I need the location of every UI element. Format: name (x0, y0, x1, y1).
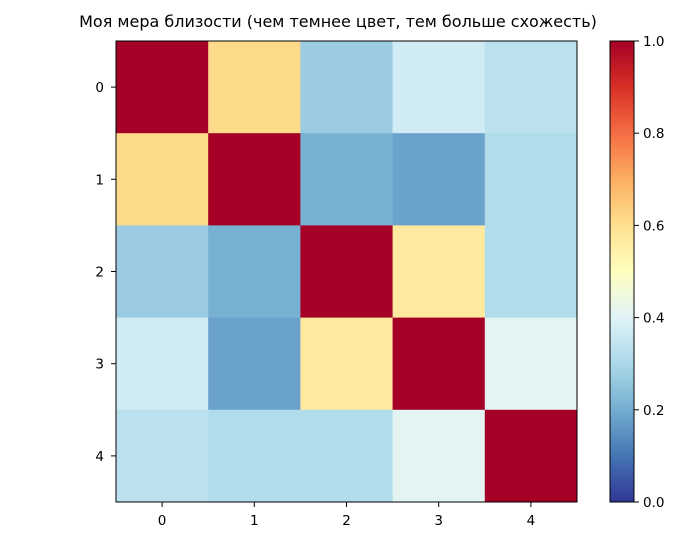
colorbar-tick-label: 1.0 (643, 34, 664, 50)
heatmap-cell (484, 409, 578, 503)
heatmap-cell (392, 133, 486, 226)
heatmap-cell (208, 409, 301, 503)
heatmap-cell (484, 317, 578, 411)
colorbar-gradient (609, 40, 635, 503)
heatmap-cell (484, 133, 578, 226)
heatmap-cell (300, 225, 394, 319)
heatmap-cell (208, 317, 301, 411)
y-axis: 0 1 2 3 4 (95, 80, 116, 465)
heatmap-cell (300, 41, 394, 134)
heatmap-cell (208, 225, 301, 319)
x-tick-label: 3 (434, 513, 443, 529)
heatmap-cell (484, 41, 578, 134)
x-axis: 0 1 2 3 4 (158, 502, 535, 529)
x-tick-label: 2 (342, 513, 351, 529)
colorbar-ticks: 0.0 0.2 0.4 0.6 0.8 1.0 (634, 34, 664, 511)
heatmap-cell (300, 133, 394, 226)
x-tick-label: 0 (158, 513, 167, 529)
colorbar-tick-label: 0.6 (643, 218, 664, 234)
colorbar: 0.0 0.2 0.4 0.6 0.8 1.0 (609, 34, 664, 511)
colorbar-tick-label: 0.8 (643, 126, 664, 142)
x-tick-label: 1 (250, 513, 259, 529)
heatmap-cell (116, 225, 209, 319)
y-tick-label: 4 (95, 449, 104, 465)
y-tick-label: 2 (95, 265, 104, 281)
heatmap-cell (208, 133, 301, 226)
heatmap-cell (208, 41, 301, 134)
heatmap-cell (392, 225, 486, 319)
y-tick-label: 1 (95, 172, 104, 188)
heatmap-cell (392, 317, 486, 411)
colorbar-tick-label: 0.2 (643, 403, 664, 419)
colorbar-tick-label: 0.0 (643, 495, 664, 511)
x-tick-label: 4 (527, 513, 536, 529)
heatmap-cell (116, 409, 209, 503)
heatmap-cells (116, 41, 578, 503)
heatmap-cell (116, 317, 209, 411)
heatmap-cell (392, 409, 486, 503)
heatmap-cell (300, 317, 394, 411)
heatmap-cell (116, 133, 209, 226)
heatmap-cell (300, 409, 394, 503)
heatmap-cell (392, 41, 486, 134)
heatmap-cell (484, 225, 578, 319)
heatmap-cell (116, 41, 209, 134)
y-tick-label: 0 (95, 80, 104, 96)
y-tick-label: 3 (95, 357, 104, 373)
colorbar-tick-label: 0.4 (643, 311, 664, 327)
chart-title: Моя мера близости (чем темнее цвет, тем … (79, 12, 597, 31)
